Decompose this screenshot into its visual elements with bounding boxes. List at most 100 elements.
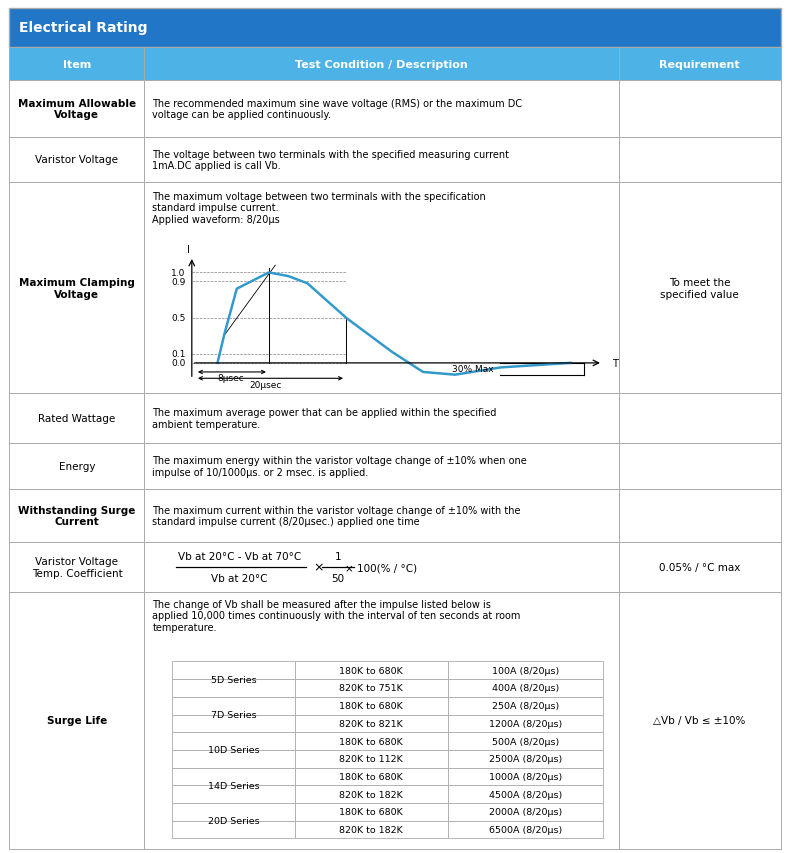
Text: 2000A (8/20μs): 2000A (8/20μs) bbox=[489, 808, 562, 816]
Text: 20μsec: 20μsec bbox=[250, 380, 282, 389]
Bar bbox=[619, 592, 781, 849]
Bar bbox=[172, 679, 295, 697]
Text: 820K to 821K: 820K to 821K bbox=[340, 719, 403, 728]
Text: △Vb / Vb ≤ ±10%: △Vb / Vb ≤ ±10% bbox=[653, 716, 746, 726]
Text: 100A (8/20μs): 100A (8/20μs) bbox=[491, 666, 559, 675]
Bar bbox=[619, 137, 781, 183]
Bar bbox=[145, 592, 619, 849]
Bar bbox=[295, 679, 448, 697]
Text: 0.05% / °C max: 0.05% / °C max bbox=[659, 563, 740, 572]
Text: The maximum current within the varistor voltage change of ±10% with the
standard: The maximum current within the varistor … bbox=[152, 505, 521, 526]
Bar bbox=[295, 768, 448, 786]
Bar bbox=[172, 786, 295, 804]
Text: T: T bbox=[612, 358, 619, 368]
Bar bbox=[9, 543, 145, 592]
Bar bbox=[9, 489, 145, 543]
Text: 250A (8/20μs): 250A (8/20μs) bbox=[491, 701, 559, 711]
Bar bbox=[145, 444, 619, 489]
Bar bbox=[619, 444, 781, 489]
Text: 500A (8/20μs): 500A (8/20μs) bbox=[491, 737, 559, 746]
Text: 180K to 680K: 180K to 680K bbox=[340, 772, 403, 781]
Bar bbox=[9, 592, 145, 849]
Text: 5D Series: 5D Series bbox=[211, 675, 256, 684]
Text: 1200A (8/20μs): 1200A (8/20μs) bbox=[489, 719, 562, 728]
Text: 10D Series: 10D Series bbox=[208, 746, 259, 755]
Text: 0.9: 0.9 bbox=[171, 277, 186, 287]
Text: 1000A (8/20μs): 1000A (8/20μs) bbox=[489, 772, 562, 781]
Bar bbox=[9, 81, 145, 137]
Text: 0.5: 0.5 bbox=[171, 314, 186, 322]
Bar bbox=[145, 49, 619, 81]
Bar bbox=[295, 662, 448, 679]
Bar bbox=[172, 662, 295, 679]
Bar bbox=[9, 444, 145, 489]
Text: Vb at 20°C - Vb at 70°C: Vb at 20°C - Vb at 70°C bbox=[178, 552, 301, 561]
Text: Varistor Voltage: Varistor Voltage bbox=[36, 155, 118, 165]
Bar bbox=[448, 750, 603, 768]
Text: To meet the
specified value: To meet the specified value bbox=[660, 278, 739, 299]
Bar bbox=[448, 821, 603, 838]
Bar bbox=[295, 733, 448, 750]
Text: Maximum Clamping
Voltage: Maximum Clamping Voltage bbox=[19, 278, 135, 299]
Bar bbox=[145, 81, 619, 137]
Text: The voltage between two terminals with the specified measuring current
1mA.DC ap: The voltage between two terminals with t… bbox=[152, 149, 510, 171]
Bar bbox=[145, 394, 619, 444]
Bar bbox=[9, 9, 781, 49]
Bar bbox=[448, 733, 603, 750]
Bar bbox=[448, 662, 603, 679]
Text: Energy: Energy bbox=[58, 461, 96, 471]
Text: The maximum energy within the varistor voltage change of ±10% when one
impulse o: The maximum energy within the varistor v… bbox=[152, 456, 527, 477]
Text: 820K to 182K: 820K to 182K bbox=[340, 790, 403, 798]
Bar bbox=[9, 137, 145, 183]
Text: × 100(% / °C): × 100(% / °C) bbox=[345, 563, 417, 572]
Text: 820K to 182K: 820K to 182K bbox=[340, 825, 403, 834]
Bar bbox=[619, 394, 781, 444]
Bar bbox=[295, 750, 448, 768]
Text: Vb at 20°C: Vb at 20°C bbox=[211, 574, 268, 583]
Text: 820K to 112K: 820K to 112K bbox=[340, 754, 403, 763]
Text: 1.0: 1.0 bbox=[171, 269, 186, 277]
Text: 180K to 680K: 180K to 680K bbox=[340, 666, 403, 675]
Text: 400A (8/20μs): 400A (8/20μs) bbox=[491, 683, 559, 693]
Bar bbox=[448, 679, 603, 697]
Text: Rated Wattage: Rated Wattage bbox=[39, 414, 115, 424]
Text: ×: × bbox=[313, 561, 323, 574]
Text: 180K to 680K: 180K to 680K bbox=[340, 808, 403, 816]
Text: The recommended maximum sine wave voltage (RMS) or the maximum DC
voltage can be: The recommended maximum sine wave voltag… bbox=[152, 99, 522, 120]
Bar bbox=[295, 786, 448, 804]
Bar bbox=[448, 804, 603, 821]
Text: Withstanding Surge
Current: Withstanding Surge Current bbox=[18, 505, 136, 526]
Text: The maximum average power that can be applied within the specified
ambient tempe: The maximum average power that can be ap… bbox=[152, 408, 497, 430]
Text: 7D Series: 7D Series bbox=[211, 711, 256, 719]
Text: The maximum voltage between two terminals with the specification
standard impuls: The maximum voltage between two terminal… bbox=[152, 192, 486, 224]
Text: Maximum Allowable
Voltage: Maximum Allowable Voltage bbox=[18, 99, 136, 120]
Text: 6500A (8/20μs): 6500A (8/20μs) bbox=[489, 825, 562, 834]
Text: Requirement: Requirement bbox=[659, 60, 740, 70]
Bar bbox=[448, 768, 603, 786]
Bar bbox=[448, 715, 603, 733]
Text: 14D Series: 14D Series bbox=[208, 781, 259, 790]
Bar bbox=[448, 786, 603, 804]
Bar bbox=[172, 804, 295, 821]
Bar bbox=[9, 394, 145, 444]
Bar bbox=[172, 733, 295, 750]
Text: Test Condition / Description: Test Condition / Description bbox=[295, 60, 468, 70]
Bar bbox=[145, 543, 619, 592]
Bar bbox=[619, 489, 781, 543]
Text: Surge Life: Surge Life bbox=[47, 716, 107, 726]
Text: 180K to 680K: 180K to 680K bbox=[340, 737, 403, 746]
Text: Electrical Rating: Electrical Rating bbox=[19, 21, 148, 35]
Bar bbox=[145, 137, 619, 183]
Bar bbox=[295, 715, 448, 733]
Bar bbox=[9, 49, 145, 81]
Bar bbox=[619, 543, 781, 592]
Text: I: I bbox=[187, 245, 190, 255]
Bar bbox=[619, 81, 781, 137]
Text: 2500A (8/20μs): 2500A (8/20μs) bbox=[489, 754, 562, 763]
Bar bbox=[295, 697, 448, 715]
Bar bbox=[145, 183, 619, 394]
Text: 820K to 751K: 820K to 751K bbox=[340, 683, 403, 693]
Text: 1: 1 bbox=[335, 552, 341, 561]
Text: The change of Vb shall be measured after the impulse listed below is
applied 10,: The change of Vb shall be measured after… bbox=[152, 599, 521, 632]
Text: 50: 50 bbox=[331, 574, 344, 583]
